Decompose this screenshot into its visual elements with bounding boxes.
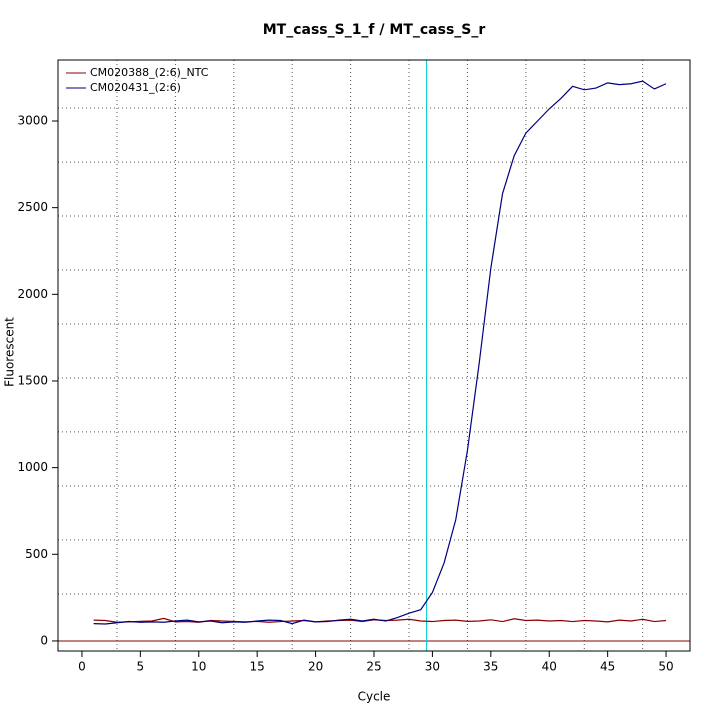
x-tick-label: 25 <box>366 660 381 674</box>
x-tick-label: 30 <box>425 660 440 674</box>
y-tick-label: 1000 <box>17 460 48 474</box>
x-tick-label: 10 <box>191 660 206 674</box>
y-tick-label: 2500 <box>17 200 48 214</box>
legend-label: CM020388_(2:6)_NTC <box>90 66 209 79</box>
x-tick-label: 45 <box>600 660 615 674</box>
x-tick-label: 15 <box>250 660 265 674</box>
x-tick-label: 5 <box>137 660 145 674</box>
x-axis-label: Cycle <box>358 690 391 704</box>
x-tick-label: 0 <box>78 660 86 674</box>
x-tick-label: 35 <box>483 660 498 674</box>
y-tick-label: 0 <box>40 633 48 647</box>
series-line <box>93 80 667 625</box>
x-tick-label: 50 <box>658 660 673 674</box>
y-axis-label: Fluorescent <box>3 317 17 387</box>
plot-frame <box>57 59 691 652</box>
chart-title: MT_cass_S_1_f / MT_cass_S_r <box>263 22 486 38</box>
legend-label: CM020431_(2:6) <box>90 81 181 94</box>
y-tick-label: 3000 <box>17 114 48 128</box>
y-tick-label: 500 <box>25 547 48 561</box>
x-tick-label: 40 <box>542 660 557 674</box>
y-tick-label: 2000 <box>17 287 48 301</box>
x-tick-label: 20 <box>308 660 323 674</box>
y-tick-label: 1500 <box>17 373 48 387</box>
